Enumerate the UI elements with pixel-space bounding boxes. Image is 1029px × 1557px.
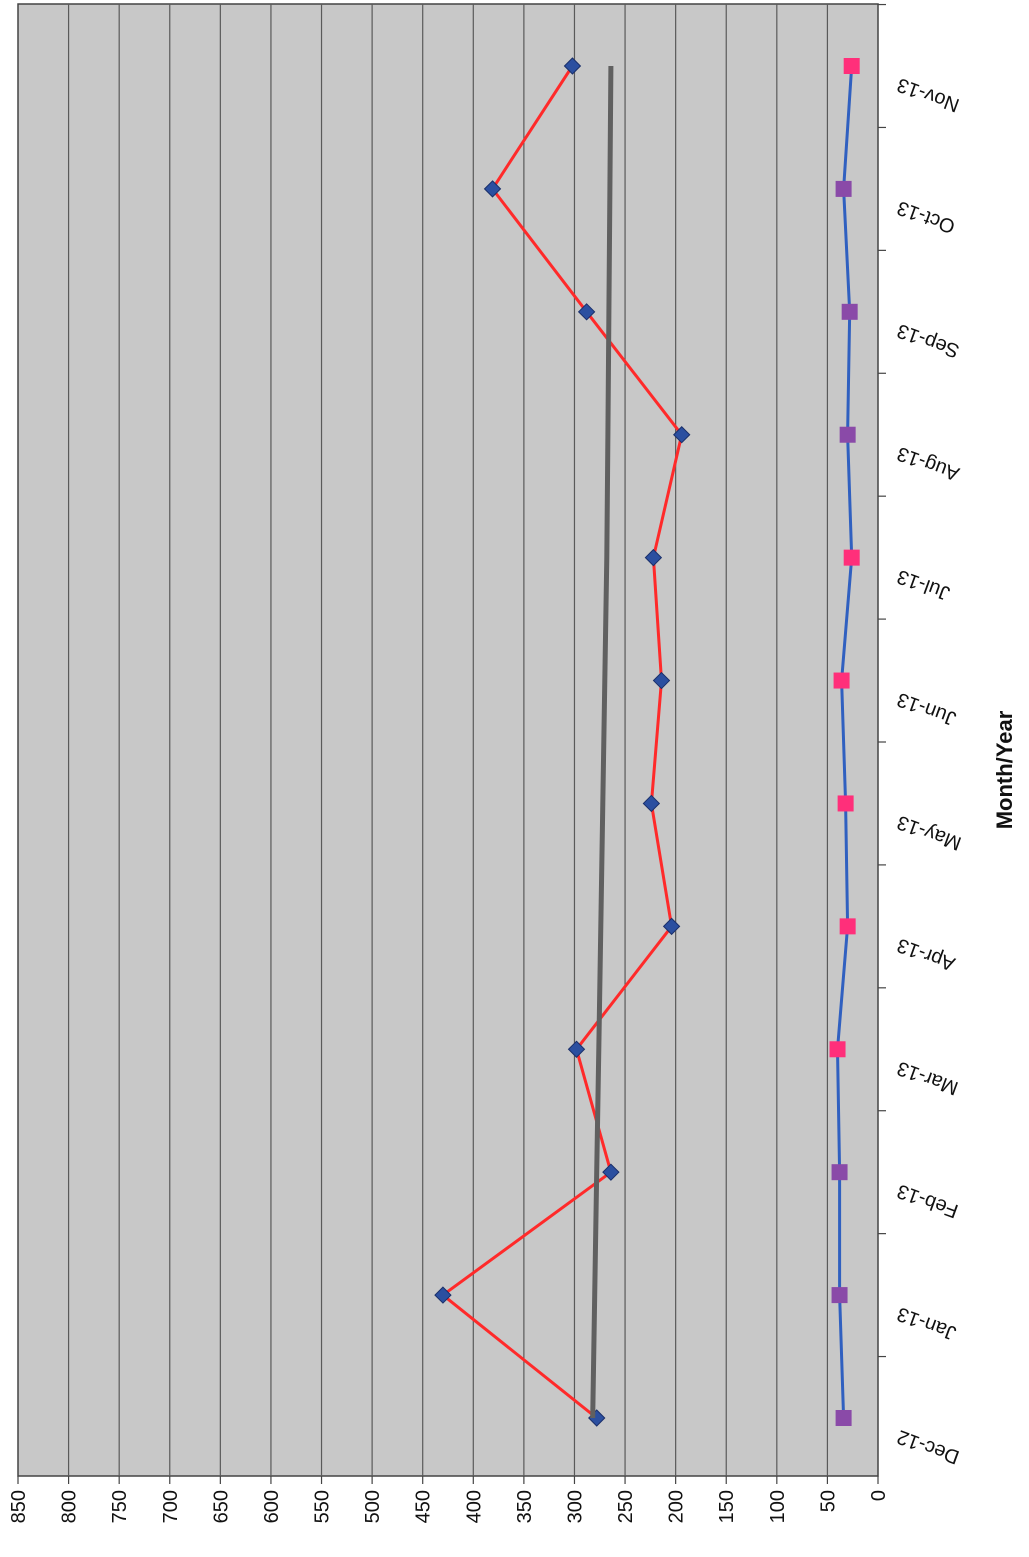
data-point bbox=[841, 303, 858, 320]
series-line bbox=[590, 65, 614, 1419]
y-tick-label: 700 bbox=[160, 1490, 182, 1523]
data-point bbox=[831, 1164, 848, 1181]
y-tick-label: 650 bbox=[210, 1490, 232, 1523]
y-tick-label: 600 bbox=[261, 1490, 283, 1523]
data-point bbox=[839, 426, 856, 443]
data-point bbox=[602, 1163, 620, 1181]
y-tick-label: 400 bbox=[463, 1490, 485, 1523]
x-tick-label: Mar-13 bbox=[894, 1057, 961, 1099]
y-tick-label: 0 bbox=[868, 1490, 890, 1501]
x-tick-label: Sep-13 bbox=[894, 319, 962, 362]
y-tick-label: 450 bbox=[413, 1490, 435, 1523]
x-tick-label: Jun-13 bbox=[894, 688, 959, 730]
series bbox=[434, 57, 860, 1427]
data-point bbox=[831, 1287, 848, 1304]
data-point bbox=[835, 180, 852, 197]
x-axis-title: Month/Year bbox=[992, 710, 1017, 829]
y-tick-label: 350 bbox=[514, 1490, 536, 1523]
x-tick-label: Dec-12 bbox=[894, 1425, 962, 1468]
data-point bbox=[577, 303, 596, 321]
data-point bbox=[483, 180, 502, 198]
y-tick-label: 850 bbox=[8, 1490, 30, 1523]
series-line bbox=[441, 65, 684, 1420]
data-point bbox=[652, 671, 671, 690]
data-point bbox=[563, 57, 582, 75]
y-tick-label: 500 bbox=[362, 1490, 384, 1523]
data-point bbox=[829, 1041, 846, 1058]
x-tick-label: Feb-13 bbox=[894, 1179, 961, 1221]
x-tick-label: Aug-13 bbox=[894, 442, 962, 485]
y-tick-label: 750 bbox=[109, 1490, 131, 1523]
data-point bbox=[843, 58, 860, 74]
grid-lines bbox=[67, 4, 829, 1476]
y-tick-label: 800 bbox=[59, 1490, 81, 1523]
data-point bbox=[567, 1040, 586, 1058]
y-tick-label: 150 bbox=[716, 1490, 738, 1523]
data-point bbox=[839, 918, 856, 935]
x-tick-label: Jan-13 bbox=[894, 1302, 959, 1344]
axes bbox=[17, 3, 886, 1484]
data-point bbox=[673, 426, 691, 444]
y-tick-label: 300 bbox=[564, 1490, 586, 1523]
y-tick-label: 50 bbox=[817, 1490, 839, 1512]
y-tick-label: 200 bbox=[666, 1490, 688, 1523]
y-tick-label: 550 bbox=[312, 1490, 334, 1523]
y-tick-label: 100 bbox=[767, 1490, 789, 1523]
x-tick-label: Apr-13 bbox=[894, 934, 958, 975]
data-point bbox=[843, 549, 860, 566]
x-tick-label: Jul-13 bbox=[894, 565, 953, 604]
x-tick-label: Oct-13 bbox=[894, 196, 958, 237]
series-line bbox=[836, 65, 854, 1419]
x-tick-label: May-13 bbox=[894, 811, 964, 854]
plot-area bbox=[17, 3, 879, 1477]
data-point bbox=[833, 672, 850, 689]
data-point bbox=[835, 1410, 852, 1426]
data-point bbox=[837, 795, 854, 812]
data-point bbox=[644, 548, 663, 567]
y-tick-label: 250 bbox=[615, 1490, 637, 1523]
x-tick-label: Nov-13 bbox=[894, 73, 962, 116]
data-point bbox=[662, 917, 681, 936]
data-point bbox=[434, 1286, 452, 1304]
data-point bbox=[642, 794, 661, 813]
